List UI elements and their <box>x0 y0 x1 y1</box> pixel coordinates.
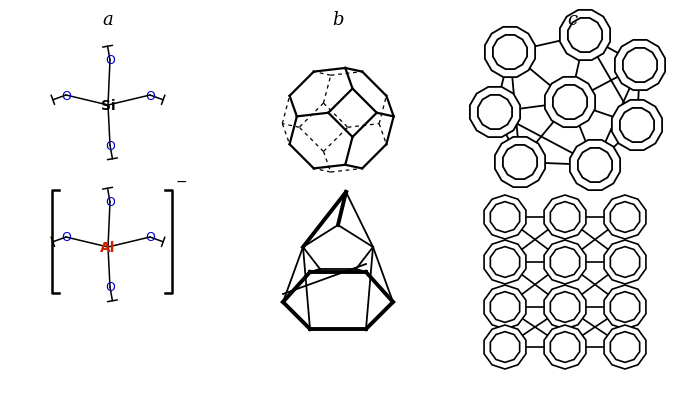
Text: Si: Si <box>101 99 115 113</box>
Text: c: c <box>567 11 577 29</box>
Polygon shape <box>484 196 526 239</box>
Polygon shape <box>485 28 535 78</box>
Polygon shape <box>604 196 646 239</box>
Polygon shape <box>503 145 537 180</box>
Text: O: O <box>105 196 115 209</box>
Polygon shape <box>490 292 520 323</box>
Polygon shape <box>490 332 520 362</box>
Text: O: O <box>61 89 71 102</box>
Text: Al: Al <box>101 241 115 254</box>
Polygon shape <box>484 325 526 369</box>
Text: O: O <box>145 89 155 102</box>
Polygon shape <box>568 19 602 53</box>
Polygon shape <box>604 241 646 284</box>
Text: −: − <box>176 175 188 189</box>
Polygon shape <box>610 247 640 278</box>
Polygon shape <box>550 247 580 278</box>
Polygon shape <box>560 11 610 61</box>
Polygon shape <box>604 325 646 369</box>
Text: O: O <box>105 139 115 152</box>
Polygon shape <box>493 36 527 70</box>
Polygon shape <box>544 196 586 239</box>
Polygon shape <box>570 141 620 191</box>
Polygon shape <box>578 149 612 183</box>
Polygon shape <box>550 202 580 233</box>
Polygon shape <box>604 285 646 329</box>
Polygon shape <box>612 100 662 151</box>
Polygon shape <box>544 325 586 369</box>
Polygon shape <box>610 292 640 323</box>
Polygon shape <box>550 332 580 362</box>
Polygon shape <box>545 78 595 128</box>
Polygon shape <box>620 109 654 143</box>
Polygon shape <box>484 241 526 284</box>
Polygon shape <box>478 96 512 130</box>
Text: O: O <box>105 281 115 294</box>
Polygon shape <box>623 49 657 83</box>
Polygon shape <box>610 332 640 362</box>
Text: b: b <box>332 11 344 29</box>
Polygon shape <box>484 285 526 329</box>
Text: O: O <box>145 231 155 244</box>
Polygon shape <box>495 138 545 188</box>
Text: O: O <box>61 231 71 244</box>
Polygon shape <box>550 292 580 323</box>
Polygon shape <box>544 241 586 284</box>
Polygon shape <box>490 247 520 278</box>
Polygon shape <box>615 41 665 91</box>
Polygon shape <box>553 86 587 120</box>
Text: a: a <box>103 11 113 29</box>
Polygon shape <box>490 202 520 233</box>
Text: O: O <box>105 54 115 67</box>
Polygon shape <box>544 285 586 329</box>
Polygon shape <box>470 87 520 138</box>
Polygon shape <box>610 202 640 233</box>
